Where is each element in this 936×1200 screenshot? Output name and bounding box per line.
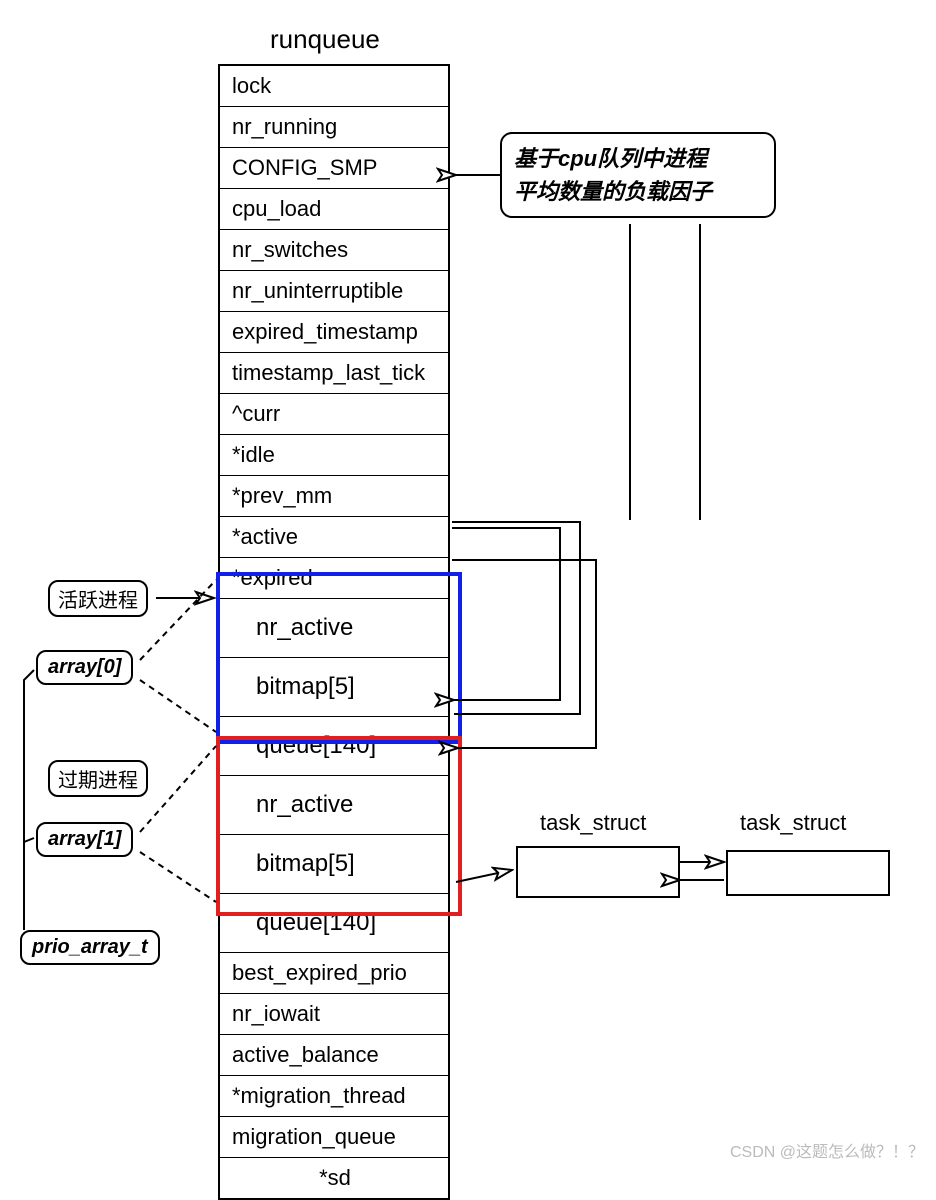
struct-row: *active xyxy=(219,517,449,558)
array1-label: array[1] xyxy=(36,822,133,857)
struct-row: cpu_load xyxy=(219,189,449,230)
struct-row: queue[140] xyxy=(219,894,449,953)
struct-row: nr_active xyxy=(219,599,449,658)
runqueue-struct: locknr_runningCONFIG_SMPcpu_loadnr_switc… xyxy=(218,64,450,1200)
struct-row: nr_iowait xyxy=(219,994,449,1035)
task-struct-2-label: task_struct xyxy=(740,810,846,836)
array0-label: array[0] xyxy=(36,650,133,685)
struct-row: bitmap[5] xyxy=(219,658,449,717)
diagram-canvas: runqueue locknr_runningCONFIG_SMPcpu_loa… xyxy=(0,0,936,1170)
struct-row: *sd xyxy=(219,1158,449,1200)
struct-row: timestamp_last_tick xyxy=(219,353,449,394)
struct-row: nr_running xyxy=(219,107,449,148)
struct-row: expired_timestamp xyxy=(219,312,449,353)
struct-row: *migration_thread xyxy=(219,1076,449,1117)
struct-row: queue[140] xyxy=(219,717,449,776)
struct-row: nr_switches xyxy=(219,230,449,271)
struct-row: lock xyxy=(219,65,449,107)
struct-row: bitmap[5] xyxy=(219,835,449,894)
callout-line2: 平均数量的负载因子 xyxy=(514,179,712,204)
struct-row: *expired xyxy=(219,558,449,599)
struct-row: ^curr xyxy=(219,394,449,435)
task-struct-1-box xyxy=(516,846,680,898)
struct-row: *idle xyxy=(219,435,449,476)
active-proc-label: 活跃进程 xyxy=(48,580,148,617)
prio-array-t-label: prio_array_t xyxy=(20,930,160,965)
struct-row: nr_active xyxy=(219,776,449,835)
struct-row: active_balance xyxy=(219,1035,449,1076)
callout-line1: 基于cpu队列中进程 xyxy=(514,146,707,171)
task-struct-2-box xyxy=(726,850,890,896)
expired-proc-label: 过期进程 xyxy=(48,760,148,797)
struct-title: runqueue xyxy=(270,24,380,55)
struct-row: *prev_mm xyxy=(219,476,449,517)
task-struct-1-label: task_struct xyxy=(540,810,646,836)
cpu-load-callout: 基于cpu队列中进程 平均数量的负载因子 xyxy=(500,132,776,218)
struct-row: best_expired_prio xyxy=(219,953,449,994)
struct-row: migration_queue xyxy=(219,1117,449,1158)
struct-row: CONFIG_SMP xyxy=(219,148,449,189)
watermark: CSDN @这题怎么做？！？ xyxy=(730,1138,924,1162)
struct-row: nr_uninterruptible xyxy=(219,271,449,312)
